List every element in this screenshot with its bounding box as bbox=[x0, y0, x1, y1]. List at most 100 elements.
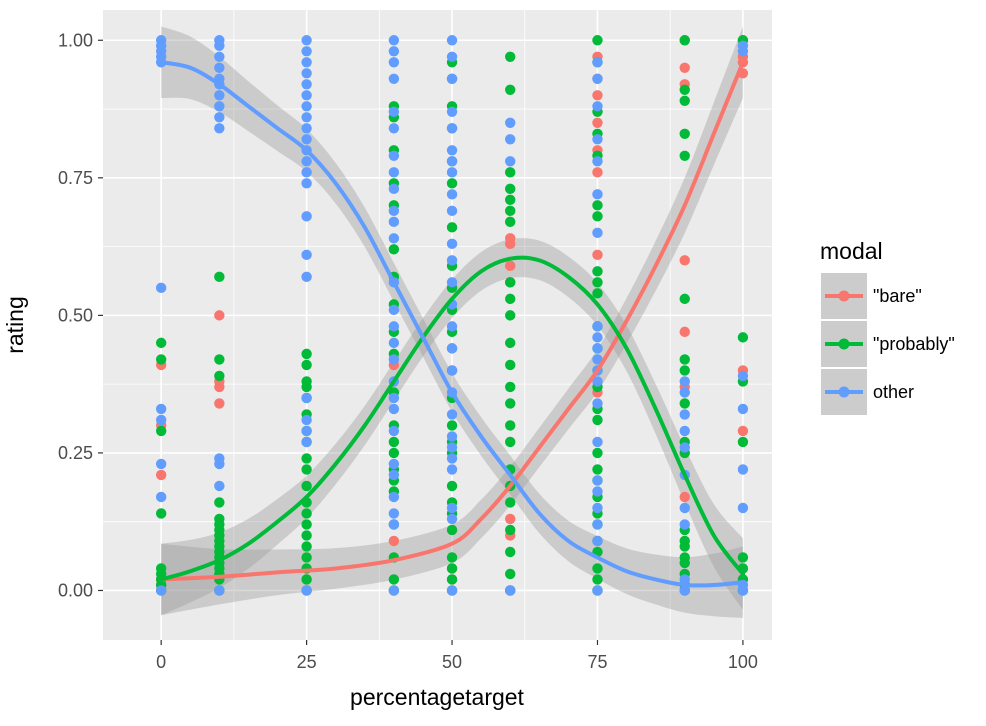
data-point bbox=[214, 480, 225, 492]
data-point bbox=[214, 585, 225, 596]
data-point bbox=[388, 447, 400, 459]
data-point bbox=[592, 436, 603, 448]
data-point bbox=[301, 425, 312, 437]
data-point bbox=[446, 442, 458, 453]
data-point bbox=[592, 266, 603, 277]
y-tick-label: 0.50 bbox=[58, 305, 93, 325]
data-point bbox=[592, 354, 603, 365]
data-point bbox=[301, 167, 312, 178]
data-point bbox=[388, 458, 400, 470]
data-point bbox=[446, 343, 458, 354]
legend-item: "probably" bbox=[821, 321, 955, 367]
data-point bbox=[505, 293, 516, 305]
data-point bbox=[592, 117, 603, 128]
data-point bbox=[301, 156, 312, 167]
data-point bbox=[505, 167, 516, 178]
data-point bbox=[592, 574, 603, 585]
data-point bbox=[446, 513, 458, 525]
data-point bbox=[505, 216, 516, 228]
data-point bbox=[737, 502, 749, 514]
data-point bbox=[505, 546, 516, 558]
data-point bbox=[388, 354, 400, 365]
data-point bbox=[679, 376, 690, 387]
data-point bbox=[592, 288, 603, 299]
data-point bbox=[301, 271, 312, 283]
data-point bbox=[388, 35, 400, 46]
y-tick-label: 0.25 bbox=[58, 443, 93, 463]
legend-item: "bare" bbox=[821, 273, 922, 319]
x-tick-label: 0 bbox=[156, 652, 166, 672]
data-point bbox=[388, 216, 400, 228]
data-point bbox=[446, 205, 458, 217]
legend-key-point bbox=[838, 338, 850, 350]
data-point bbox=[592, 73, 603, 84]
data-point bbox=[301, 453, 312, 464]
y-tick-label: 0.00 bbox=[58, 580, 93, 600]
data-point bbox=[592, 35, 603, 46]
data-point bbox=[388, 73, 400, 84]
data-point bbox=[679, 519, 690, 530]
data-point bbox=[505, 183, 516, 195]
data-point bbox=[505, 524, 516, 536]
data-point bbox=[446, 189, 458, 200]
data-point bbox=[679, 541, 690, 552]
data-point bbox=[592, 563, 603, 574]
data-point bbox=[388, 436, 400, 448]
data-point bbox=[214, 271, 225, 283]
data-point bbox=[388, 403, 400, 415]
data-point bbox=[214, 112, 225, 123]
data-point bbox=[446, 123, 458, 134]
data-point bbox=[592, 249, 603, 261]
legend-label: "probably" bbox=[873, 334, 955, 354]
data-point bbox=[301, 392, 312, 404]
y-tick-label: 1.00 bbox=[58, 30, 93, 50]
data-point bbox=[679, 574, 690, 585]
data-point bbox=[592, 535, 603, 547]
data-point bbox=[301, 348, 312, 360]
data-point bbox=[592, 414, 603, 426]
data-point bbox=[737, 436, 749, 448]
data-point bbox=[592, 200, 603, 211]
data-point bbox=[446, 145, 458, 156]
data-point bbox=[679, 326, 690, 338]
data-point bbox=[505, 134, 516, 145]
data-point bbox=[592, 156, 603, 167]
x-tick-label: 25 bbox=[297, 652, 317, 672]
data-point bbox=[446, 178, 458, 189]
legend-key-point bbox=[838, 386, 850, 398]
data-point bbox=[446, 238, 458, 250]
data-point bbox=[388, 321, 400, 332]
data-point bbox=[592, 211, 603, 222]
data-point bbox=[505, 84, 516, 95]
data-point bbox=[737, 332, 749, 343]
data-point bbox=[155, 354, 167, 365]
data-point bbox=[214, 101, 225, 112]
data-point bbox=[155, 414, 167, 426]
data-point bbox=[301, 530, 312, 541]
data-point bbox=[388, 337, 400, 349]
data-point bbox=[301, 552, 312, 563]
data-point bbox=[446, 420, 458, 431]
data-point bbox=[388, 233, 400, 244]
legend: modal "bare" "probably" other bbox=[820, 238, 955, 415]
data-point bbox=[301, 249, 312, 261]
data-point bbox=[301, 585, 312, 596]
data-point bbox=[155, 585, 167, 596]
data-point bbox=[214, 51, 225, 62]
data-point bbox=[505, 205, 516, 217]
legend-label: "bare" bbox=[873, 286, 922, 306]
data-point bbox=[214, 310, 225, 321]
data-point bbox=[592, 464, 603, 475]
data-point bbox=[592, 486, 603, 497]
data-point bbox=[592, 398, 603, 409]
data-point bbox=[301, 46, 312, 57]
data-point bbox=[505, 420, 516, 431]
data-point bbox=[388, 585, 400, 596]
data-point bbox=[505, 497, 516, 508]
data-point bbox=[155, 491, 167, 503]
data-point bbox=[737, 464, 749, 475]
data-point bbox=[301, 112, 312, 123]
data-point bbox=[214, 398, 225, 409]
data-point bbox=[679, 387, 690, 398]
data-point bbox=[446, 255, 458, 266]
